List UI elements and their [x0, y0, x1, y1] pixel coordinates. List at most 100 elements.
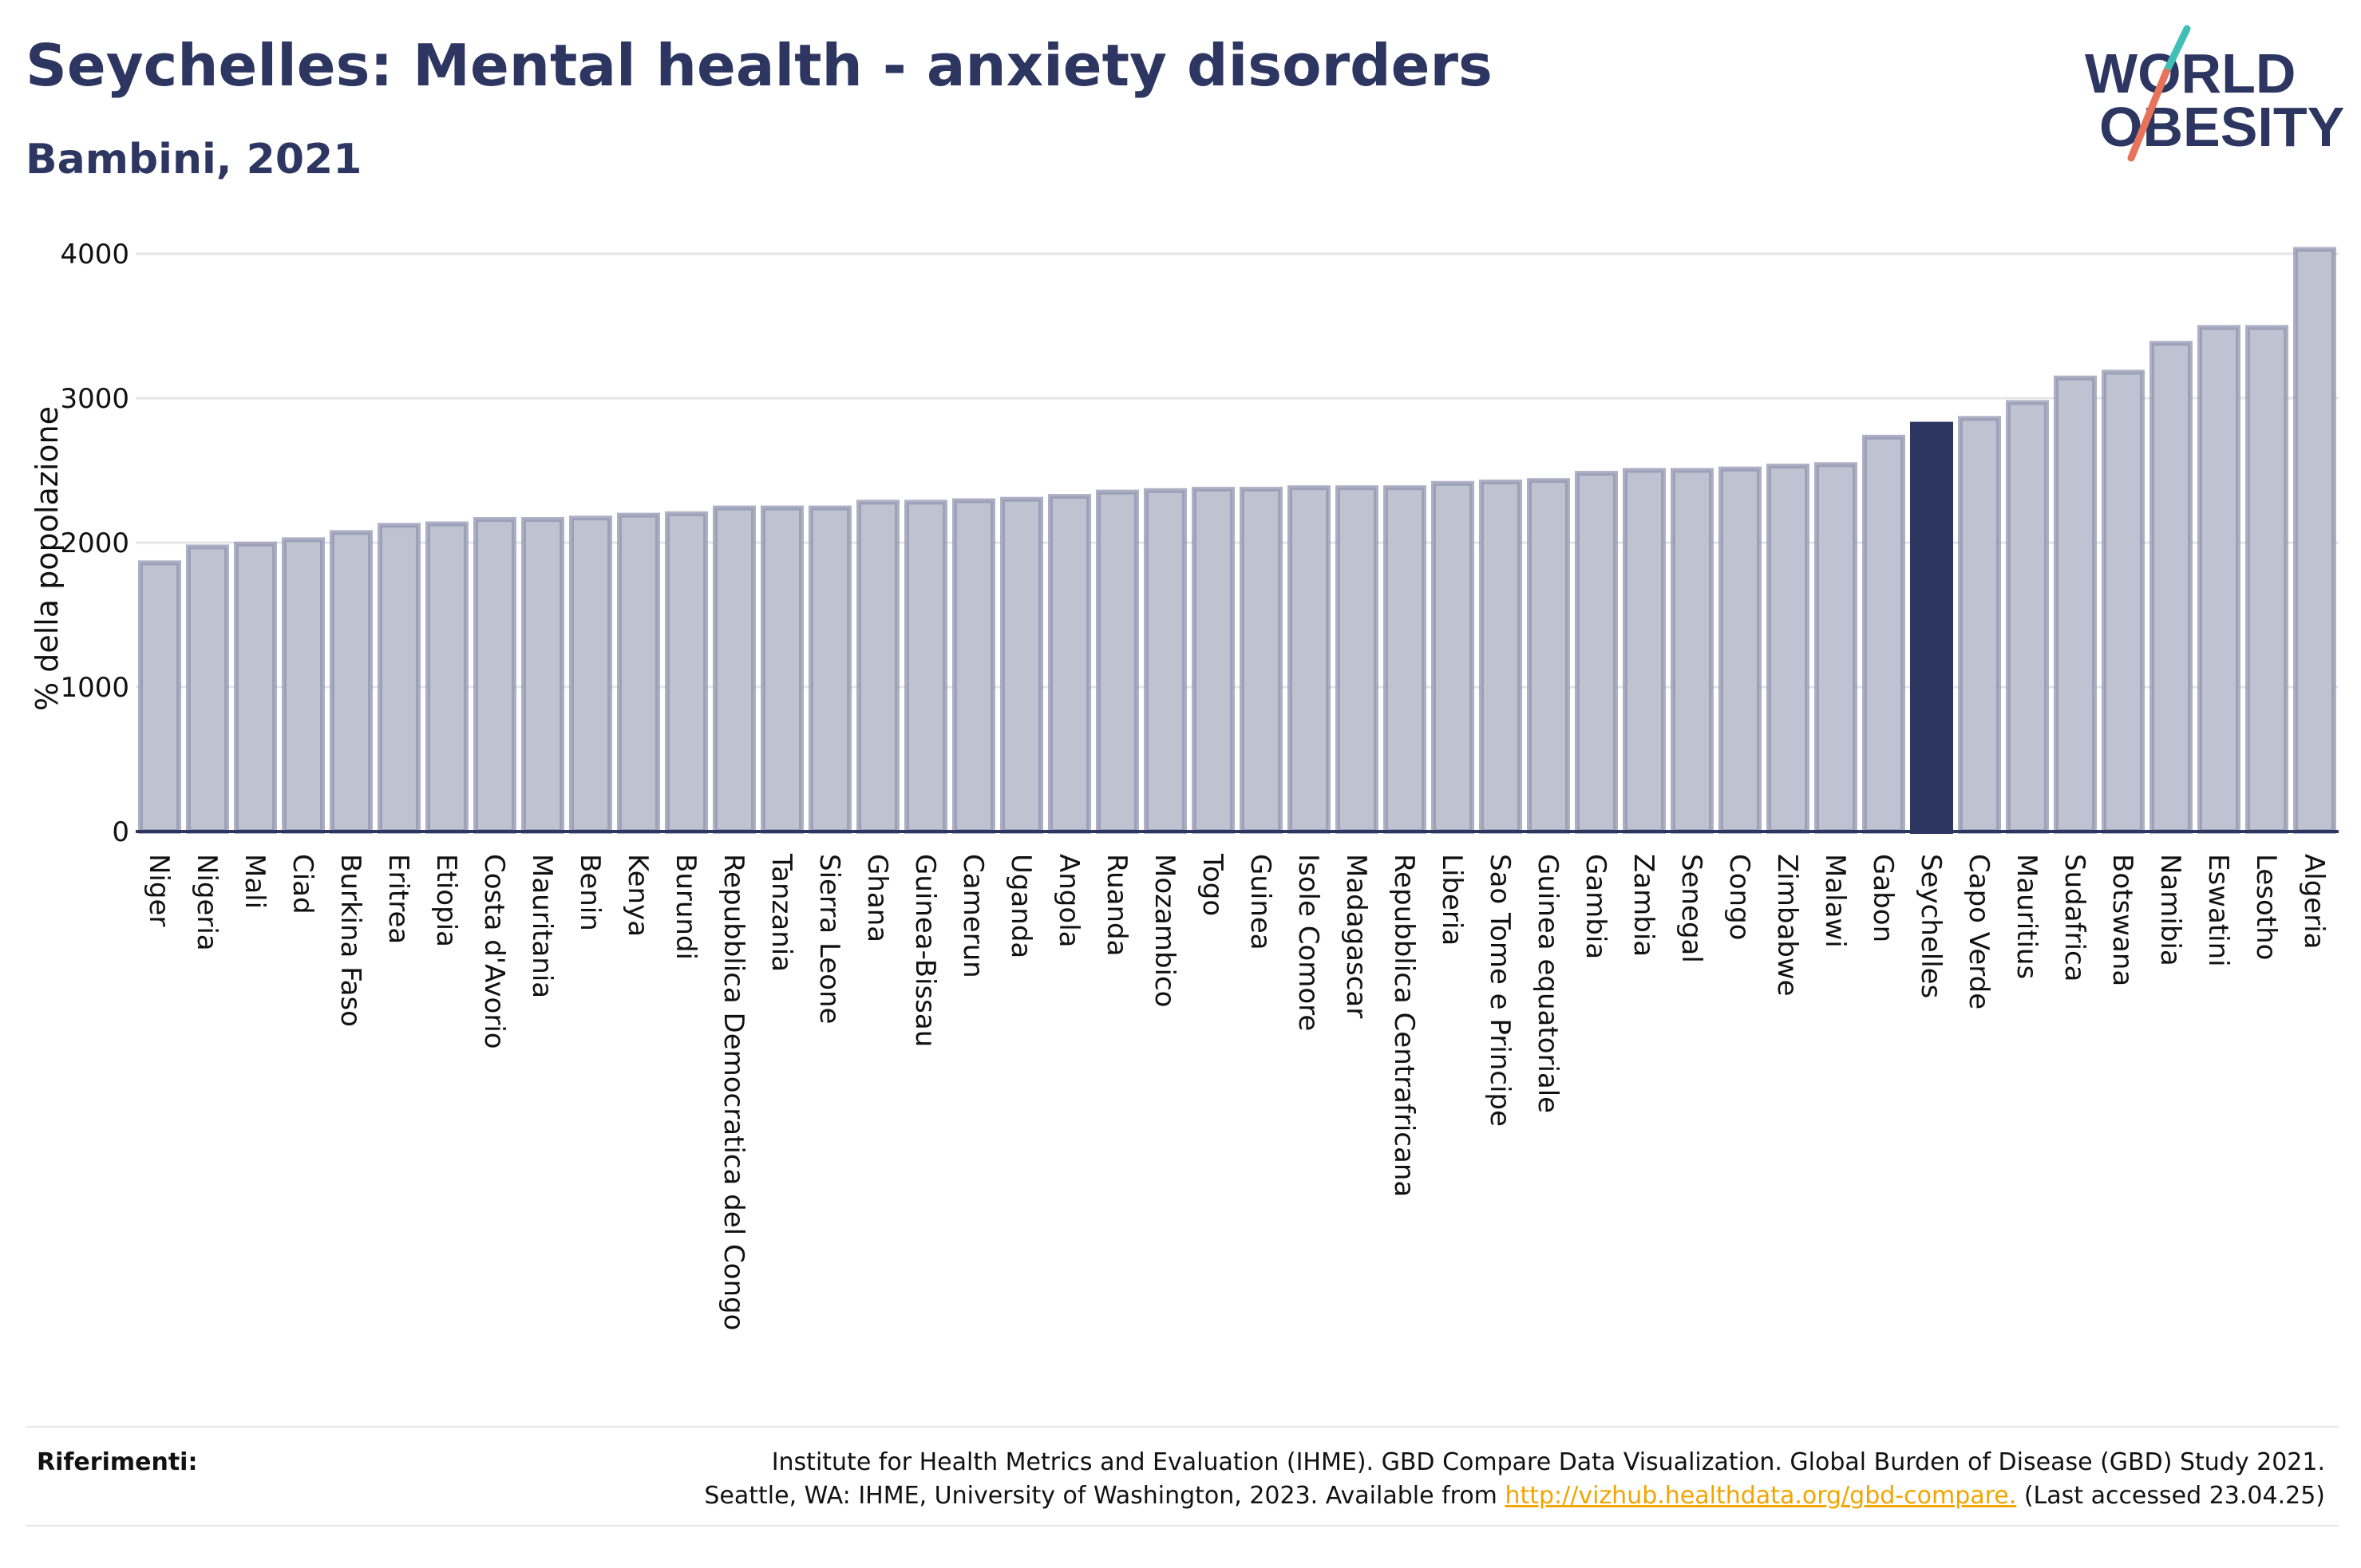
bar-ciad: [282, 537, 325, 834]
x-tick-label: Liberia: [1436, 854, 1468, 946]
bar-mali: [234, 541, 277, 834]
bar-namibia: [2149, 341, 2193, 835]
references-divider-bottom: [26, 1525, 2339, 1527]
x-tick-label: Lesotho: [2250, 854, 2282, 960]
x-tick-label: Madagascar: [1340, 854, 1372, 1018]
bar-algeria: [2293, 247, 2336, 834]
x-tick-label: Togo: [1196, 853, 1228, 916]
bar-capo-verde: [1958, 416, 2001, 834]
bar-sudafrica: [2054, 375, 2097, 835]
bar-mauritius: [2006, 400, 2049, 834]
bar-mozambico: [1144, 488, 1187, 835]
page-subtitle: Bambini, 2021: [26, 136, 362, 184]
x-tick-label: Botswana: [2106, 854, 2138, 986]
bar-zambia: [1623, 468, 1666, 834]
x-tick-label: Uganda: [1005, 854, 1037, 958]
bar-uganda: [1000, 496, 1043, 834]
x-tick-label: Camerun: [957, 854, 989, 978]
x-tick-label: Mauritania: [526, 854, 558, 998]
bar-seychelles: [1910, 421, 1953, 835]
bar-congo: [1718, 466, 1762, 834]
x-tick-label: Malawi: [1819, 854, 1851, 948]
page-title: Seychelles: Mental health - anxiety diso…: [26, 32, 1493, 99]
x-tick-label: Burundi: [670, 854, 702, 960]
references-label: Riferimenti:: [37, 1448, 198, 1476]
x-tick-label: Repubblica Centrafricana: [1388, 854, 1420, 1197]
bar-nigeria: [186, 544, 229, 834]
bar-tanzania: [761, 505, 804, 834]
x-tick-label: Repubblica Democratica del Congo: [718, 854, 749, 1330]
x-tick-label: Guinea-Bissau: [909, 854, 941, 1047]
bar-zimbabwe: [1766, 464, 1809, 834]
x-tick-label: Zimbabwe: [1771, 854, 1803, 997]
bar-malawi: [1814, 462, 1857, 834]
y-tick-label: 1000: [60, 672, 129, 704]
bar-chart: 0 1000 2000 3000 4000 Niger Nigeria Mali Ciad Bur…: [30, 239, 2339, 1330]
bar-madagascar: [1335, 485, 1378, 834]
x-tick-label: Costa d'Avorio: [478, 854, 510, 1049]
x-tick-label: Namibia: [2154, 854, 2186, 966]
x-tick-label: Ciad: [287, 854, 318, 914]
references-line2-prefix: Seattle, WA: IHME, University of Washing…: [704, 1482, 1505, 1510]
logo-line1: WORLD: [2085, 42, 2296, 105]
x-tick-label: Mozambico: [1149, 854, 1180, 1007]
x-tick-label: Burkina Faso: [334, 854, 366, 1027]
bar-guinea: [1240, 487, 1283, 835]
bar-kenya: [617, 512, 660, 834]
bars: [138, 247, 2336, 835]
bar-etiopia: [425, 521, 469, 834]
bar-gambia: [1575, 471, 1618, 834]
x-tick-label: Gambia: [1580, 854, 1612, 959]
x-tick-label: Kenya: [622, 854, 654, 937]
references-line2: Seattle, WA: IHME, University of Washing…: [704, 1479, 2325, 1513]
bar-isole-comore: [1287, 485, 1331, 834]
references-divider-top: [26, 1426, 2339, 1428]
bar-costa-d-avorio: [473, 517, 516, 834]
y-tick-label: 0: [112, 816, 129, 848]
x-tick-label: Guinea equatoriale: [1532, 854, 1564, 1113]
bar-ghana: [856, 500, 900, 834]
bar-senegal: [1671, 468, 1714, 834]
bar-niger: [138, 560, 181, 835]
bar-sao-tome-e-principe: [1479, 479, 1522, 834]
bar-repubblica-centrafricana: [1383, 485, 1426, 834]
bar-liberia: [1431, 480, 1474, 834]
axes: 0 1000 2000 3000 4000 Niger Nigeria Mali Ciad Bur…: [60, 239, 2339, 1330]
bar-benin: [569, 515, 612, 834]
logo-graphic: WORLD OBESITY: [2085, 25, 2344, 162]
references-text: Institute for Health Metrics and Evaluat…: [704, 1446, 2325, 1513]
x-tick-label: Ghana: [861, 854, 893, 942]
world-obesity-logo: WORLD OBESITY: [2083, 22, 2347, 166]
x-tick-label: Sierra Leone: [813, 854, 845, 1024]
x-tick-label: Guinea: [1244, 854, 1276, 950]
y-tick-label: 2000: [60, 527, 129, 559]
bar-ruanda: [1096, 489, 1139, 835]
bar-sierra-leone: [809, 505, 852, 834]
bar-repubblica-democratica-del-congo: [713, 505, 756, 834]
x-tick-label: Etiopia: [430, 854, 462, 947]
bar-angola: [1048, 494, 1091, 835]
references-line1: Institute for Health Metrics and Evaluat…: [771, 1448, 2325, 1476]
bar-burkina-faso: [330, 530, 373, 835]
x-tick-label: Nigeria: [191, 854, 223, 951]
bar-guinea-bissau: [904, 500, 947, 834]
y-axis-label: % della popolazione: [30, 406, 65, 711]
bar-togo: [1192, 487, 1235, 835]
x-tick-label: Sudafrica: [2058, 854, 2090, 981]
bar-gabon: [1862, 434, 1905, 834]
x-tick-label: Zambia: [1627, 854, 1659, 957]
x-tick-label: Tanzania: [765, 853, 797, 972]
x-tick-label: Benin: [574, 854, 606, 931]
bar-eritrea: [378, 523, 421, 835]
x-tick-label: Mali: [239, 854, 271, 909]
references-link[interactable]: http://vizhub.healthdata.org/gbd-compare…: [1505, 1482, 2017, 1510]
x-tick-label: Seychelles: [1915, 854, 1947, 998]
x-tick-label: Algeria: [2298, 854, 2330, 949]
bar-burundi: [665, 511, 708, 834]
x-tick-label: Ruanda: [1101, 854, 1133, 956]
x-tick-label: Eswatini: [2202, 854, 2234, 967]
x-tick-label: Isole Comore: [1292, 854, 1324, 1031]
x-tick-label: Niger: [143, 854, 175, 926]
y-tick-label: 3000: [60, 383, 129, 415]
bar-guinea-equatoriale: [1527, 478, 1570, 834]
